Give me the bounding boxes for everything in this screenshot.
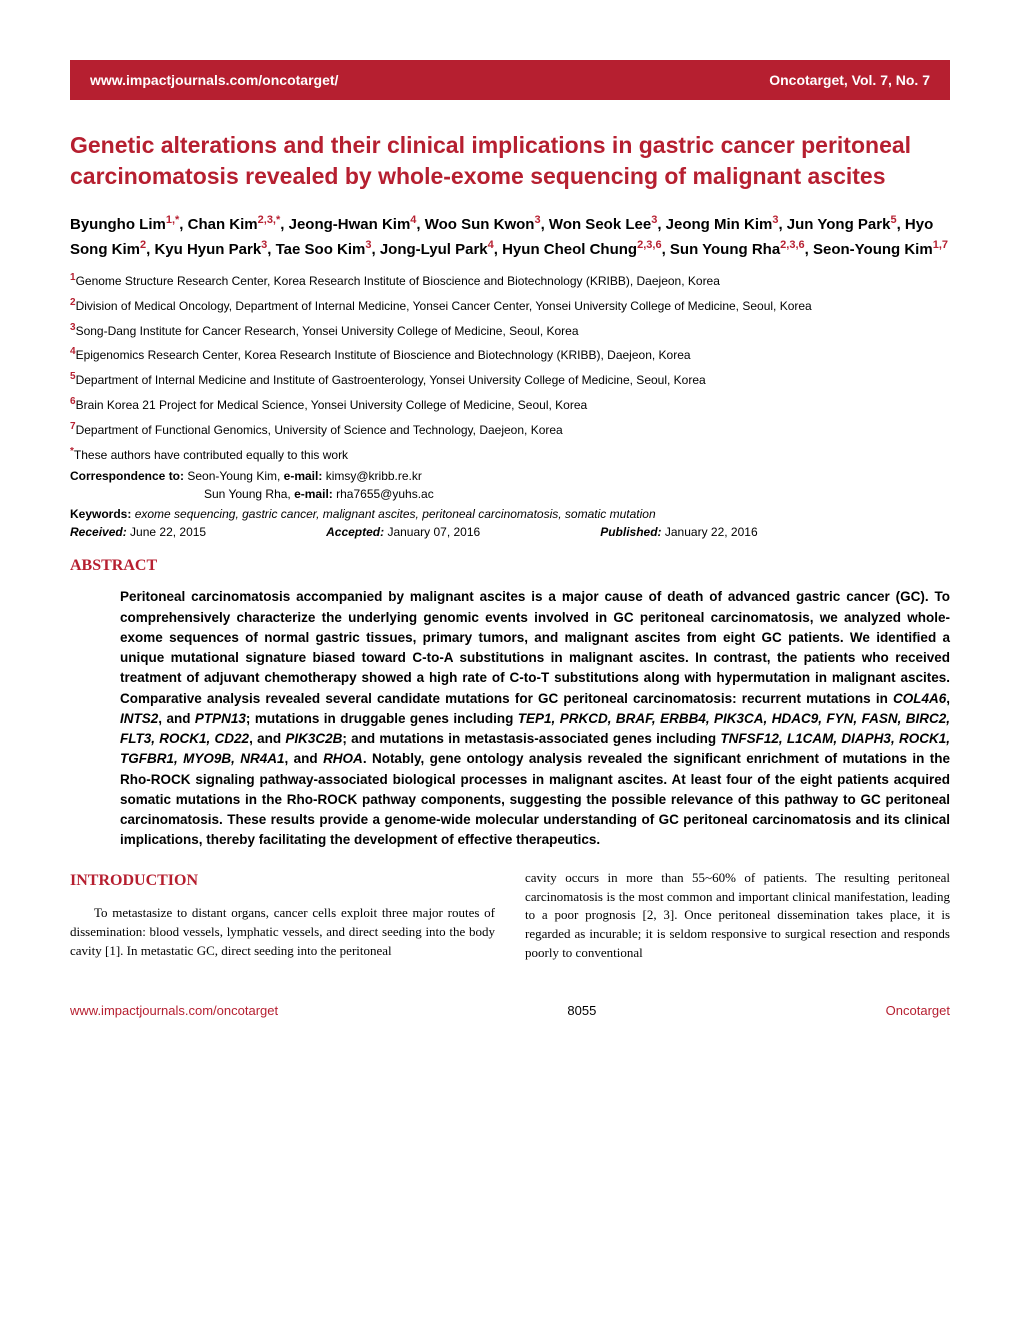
header-url: www.impactjournals.com/oncotarget/ <box>90 72 338 88</box>
keywords-text: exome sequencing, gastric cancer, malign… <box>135 507 656 521</box>
authors: Byungho Lim1,*, Chan Kim2,3,*, Jeong-Hwa… <box>70 212 950 261</box>
corr-email-label-2: e-mail: <box>294 487 333 501</box>
affiliation: 1Genome Structure Research Center, Korea… <box>70 271 950 290</box>
footer: www.impactjournals.com/oncotarget 8055 O… <box>70 1003 950 1018</box>
footer-page: 8055 <box>567 1003 596 1018</box>
affiliations: 1Genome Structure Research Center, Korea… <box>70 271 950 463</box>
keywords-label: Keywords: <box>70 507 131 521</box>
page: www.impactjournals.com/oncotarget/ Oncot… <box>0 0 1020 1058</box>
corr-email-1: kimsy@kribb.re.kr <box>326 469 422 483</box>
affiliation: 2Division of Medical Oncology, Departmen… <box>70 296 950 315</box>
received-date: June 22, 2015 <box>127 525 206 539</box>
intro-col-right: cavity occurs in more than 55~60% of pat… <box>525 869 950 963</box>
keywords: Keywords: exome sequencing, gastric canc… <box>70 507 950 521</box>
corr-name-2: Sun Young Rha, <box>204 487 294 501</box>
affiliation: 4Epigenomics Research Center, Korea Rese… <box>70 345 950 364</box>
affiliation: 7Department of Functional Genomics, Univ… <box>70 420 950 439</box>
corr-email-label-1: e-mail: <box>284 469 323 483</box>
affiliation: 6Brain Korea 21 Project for Medical Scie… <box>70 395 950 414</box>
footer-url: www.impactjournals.com/oncotarget <box>70 1003 278 1018</box>
intro-col-left: INTRODUCTION To metastasize to distant o… <box>70 869 495 963</box>
published-date: January 22, 2016 <box>662 525 758 539</box>
correspondence: Correspondence to: Seon-Young Kim, e-mai… <box>70 469 950 483</box>
published-label: Published: <box>600 525 661 539</box>
affiliation: 5Department of Internal Medicine and Ins… <box>70 370 950 389</box>
correspondence-2: Sun Young Rha, e-mail: rha7655@yuhs.ac <box>204 487 950 501</box>
abstract-heading: ABSTRACT <box>70 557 950 575</box>
intro-text-2: cavity occurs in more than 55~60% of pat… <box>525 869 950 963</box>
intro-columns: INTRODUCTION To metastasize to distant o… <box>70 869 950 963</box>
article-title: Genetic alterations and their clinical i… <box>70 130 950 192</box>
published: Published: January 22, 2016 <box>600 525 757 539</box>
intro-heading: INTRODUCTION <box>70 869 495 892</box>
received-label: Received: <box>70 525 127 539</box>
corr-name-1: Seon-Young Kim, <box>187 469 283 483</box>
accepted-label: Accepted: <box>326 525 384 539</box>
correspondence-label: Correspondence to: <box>70 469 184 483</box>
corr-email-2: rha7655@yuhs.ac <box>336 487 434 501</box>
dates: Received: June 22, 2015 Accepted: Januar… <box>70 525 950 539</box>
footer-journal: Oncotarget <box>886 1003 950 1018</box>
header-journal: Oncotarget, Vol. 7, No. 7 <box>769 72 930 88</box>
abstract-text: Peritoneal carcinomatosis accompanied by… <box>70 587 950 850</box>
affiliation: 3Song-Dang Institute for Cancer Research… <box>70 321 950 340</box>
accepted-date: January 07, 2016 <box>384 525 480 539</box>
affiliation: *These authors have contributed equally … <box>70 445 950 464</box>
intro-text-1: To metastasize to distant organs, cancer… <box>70 904 495 961</box>
accepted: Accepted: January 07, 2016 <box>326 525 480 539</box>
received: Received: June 22, 2015 <box>70 525 206 539</box>
header-bar: www.impactjournals.com/oncotarget/ Oncot… <box>70 60 950 100</box>
